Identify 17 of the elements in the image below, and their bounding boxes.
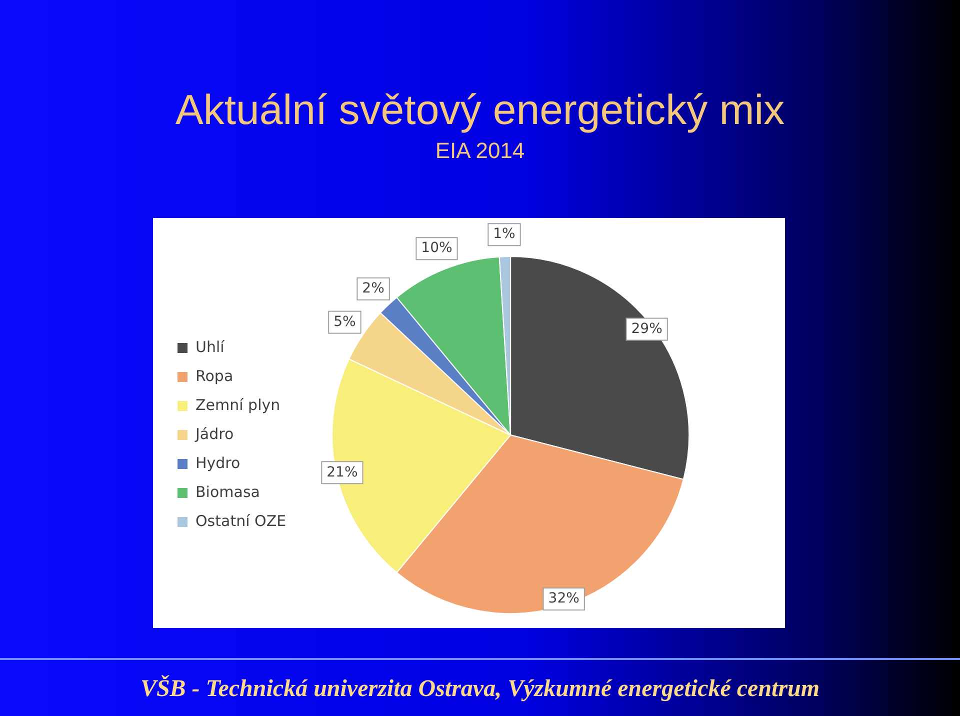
legend-label: Ropa (196, 366, 234, 385)
text: VŠB - Technická univerzita Ostrava, Výzkumné energetické centrum (139, 676, 821, 703)
legend-label: Hydro (196, 454, 240, 472)
legend-label: Uhlí (196, 338, 226, 356)
data-label: 1% (493, 226, 516, 242)
data-label: 29% (631, 320, 662, 337)
data-label: 21% (326, 464, 358, 480)
legend-label: Jádro (194, 424, 234, 443)
data-label: 32% (548, 590, 580, 607)
chart-title: Aktuální světový energetický mix (174, 86, 786, 134)
chart-subtitle: EIA 2014 (434, 138, 526, 164)
legend-label: Ostatní OZE (196, 512, 286, 530)
data-label: 2% (362, 280, 384, 296)
data-label: 10% (421, 240, 452, 256)
legend-label: Zemní plyn (196, 396, 280, 414)
data-label: 5% (334, 314, 356, 330)
legend-label: Biomasa (196, 482, 260, 501)
